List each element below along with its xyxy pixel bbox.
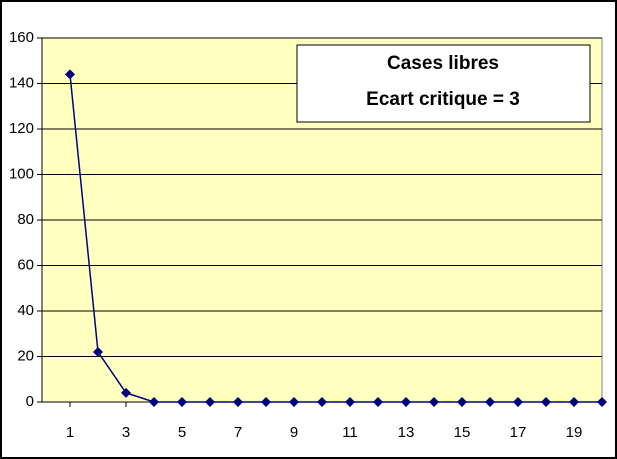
marker (429, 397, 439, 407)
marker (317, 397, 327, 407)
y-tick-label: 100 (9, 165, 34, 182)
marker (121, 387, 131, 398)
y-tick-label: 120 (9, 120, 34, 137)
y-tick-label: 0 (26, 393, 34, 410)
y-tick-label: 160 (9, 29, 34, 46)
marker (261, 397, 271, 407)
x-tick-label: 15 (454, 424, 471, 441)
marker (401, 397, 411, 407)
x-tick-label: 5 (178, 424, 186, 441)
marker (233, 397, 243, 407)
y-tick-label: 140 (9, 74, 34, 91)
x-tick-label: 3 (122, 424, 130, 441)
chart-subtitle: Ecart critique = 3 (366, 89, 520, 110)
marker (205, 397, 215, 407)
x-tick-label: 7 (234, 424, 242, 441)
marker (597, 397, 607, 407)
marker (485, 397, 495, 407)
x-tick-label: 11 (342, 424, 358, 441)
marker (65, 69, 75, 80)
marker (569, 397, 579, 407)
marker (345, 397, 355, 407)
marker (149, 397, 159, 407)
y-tick-label: 20 (17, 347, 34, 364)
x-tick-label: 1 (66, 424, 74, 441)
marker (457, 397, 467, 407)
marker (513, 397, 523, 407)
marker (177, 397, 187, 407)
x-tick-label: 9 (290, 424, 298, 441)
marker (289, 397, 299, 407)
title-box (296, 44, 591, 123)
x-tick-label: 19 (566, 424, 583, 441)
chart-title: Cases libres (387, 53, 499, 74)
x-tick-label: 17 (510, 424, 527, 441)
y-tick-label: 60 (17, 256, 34, 273)
marker (93, 346, 103, 357)
marker (373, 397, 383, 407)
y-tick-label: 40 (17, 302, 34, 319)
x-tick-label: 13 (398, 424, 415, 441)
y-tick-label: 80 (17, 211, 34, 228)
marker (541, 397, 551, 407)
